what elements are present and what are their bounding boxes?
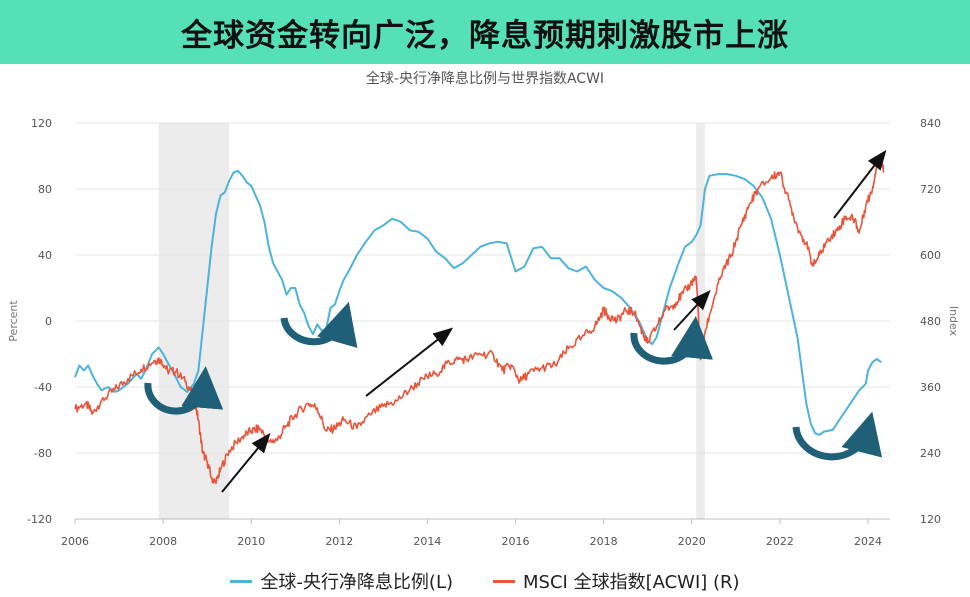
u-turn-arrow-2011 [280,301,358,348]
y-tick-left: 40 [38,249,52,262]
x-tick: 2016 [502,535,530,548]
banner-title: 全球资金转向广泛，降息预期刺激股市上涨 [181,17,789,54]
series-line-acwi [74,155,885,485]
legend-item-rate-cut-ratio: 全球-央行净降息比例(L) [230,568,453,594]
y-tick-left: 80 [38,183,52,196]
x-tick: 2008 [149,535,177,548]
x-tick: 2022 [766,535,794,548]
banner: 全球资金转向广泛，降息预期刺激股市上涨 [0,0,970,64]
u-turn-arrow-2019 [630,316,714,365]
y-tick-left: -80 [34,447,52,460]
y-tick-right: 600 [920,249,941,262]
y-tick-right: 480 [920,315,941,328]
annotations [144,149,887,493]
x-tick: 2006 [61,535,89,548]
legend-item-acwi: MSCI 全球指数[ACWI] (R) [493,568,740,594]
y-tick-right: 720 [920,183,941,196]
y-tick-left: -120 [27,513,52,526]
y-tick-right: 840 [920,117,941,130]
trend-arrow-2023 [833,149,887,219]
y-tick-left: -40 [34,381,52,394]
x-tick: 2014 [413,535,441,548]
y-tick-left: 120 [31,117,52,130]
legend: 全球-央行净降息比例(L) MSCI 全球指数[ACWI] (R) [0,568,970,594]
u-turn-arrow-2008 [144,366,224,415]
x-tick: 2024 [854,535,882,548]
x-tick: 2010 [237,535,265,548]
legend-swatch-blue [230,579,253,583]
trend-arrow-2009 [221,432,271,493]
legend-swatch-red [493,579,516,583]
y-tick-right: 120 [920,513,941,526]
x-tick: 2020 [678,535,706,548]
u-turn-arrow-2022 [792,411,883,461]
y-axis-label-left: Percent [7,300,20,342]
trend-arrow-2012 [365,327,454,397]
legend-label: MSCI 全球指数[ACWI] (R) [523,572,740,593]
chart-title: 全球-央行净降息比例与世界指数ACWI [365,71,605,87]
x-tick: 2018 [590,535,618,548]
y-tick-right: 240 [920,447,941,460]
y-axis-label-right: Index [947,306,960,337]
y-tick-right: 360 [920,381,941,394]
legend-label: 全球-央行净降息比例(L) [260,572,454,593]
x-tick: 2012 [325,535,353,548]
y-tick-left: 0 [45,315,52,328]
